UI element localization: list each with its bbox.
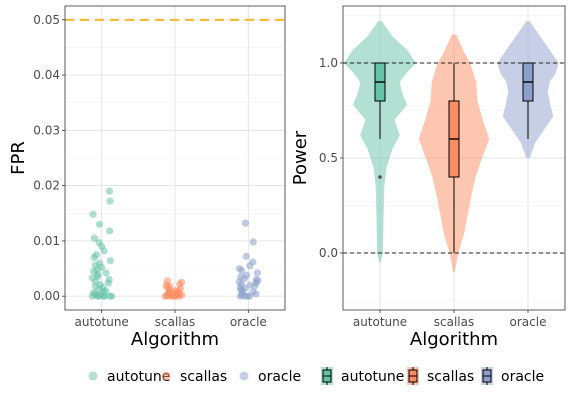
fpr-y-tick-label: 0.01 — [33, 234, 60, 248]
power-y-tick-label: 0.0 — [319, 246, 338, 260]
fpr-point-autotune — [106, 197, 114, 205]
fpr-y-tick-label: 0.04 — [33, 68, 60, 82]
fpr-y-tick-label: 0.03 — [33, 123, 60, 137]
fpr-point-oracle — [241, 292, 249, 300]
fpr-point-autotune — [90, 234, 99, 242]
fpr-point-scallas — [161, 292, 169, 300]
power-panel: 0.0 0.5 1.0 autotune scallas oracle Algorithm P… — [290, 5, 566, 350]
power-x-tick-label: autotune — [353, 315, 407, 329]
fpr-x-axis-title: Algorithm — [131, 329, 219, 350]
fpr-y-axis-title: FPR — [8, 141, 29, 175]
fpr-point-autotune — [89, 210, 97, 218]
legend-point-label-autotune: autotune — [107, 369, 170, 385]
fpr-point-autotune — [95, 220, 104, 228]
power-violin-autotune — [344, 21, 416, 263]
legend-point-key-oracle — [239, 371, 249, 381]
legend: autotune scallas oracle autotune scallas orac… — [88, 367, 544, 385]
legend-point-key-scallas — [161, 371, 171, 381]
fpr-y-tick-label: 0.02 — [33, 179, 60, 193]
legend-point-label-scallas: scallas — [180, 369, 227, 385]
fpr-point-oracle — [251, 282, 259, 290]
fpr-point-oracle — [246, 262, 254, 270]
power-x-tick-label: oracle — [510, 315, 547, 329]
fpr-x-tick-label: autotune — [75, 315, 129, 329]
fpr-point-oracle — [253, 269, 261, 277]
fpr-point-oracle — [241, 219, 250, 227]
power-x-tick-label: scallas — [434, 315, 474, 329]
fpr-x-tick-label: scallas — [155, 315, 195, 329]
fpr-panel: 0.00 0.01 0.02 0.03 0.04 0.05 autotune scallas o… — [8, 5, 286, 350]
fpr-point-autotune — [102, 269, 110, 277]
fpr-point-scallas — [170, 292, 178, 300]
legend-point-key-autotune — [88, 371, 98, 381]
fpr-point-autotune — [106, 227, 114, 235]
fpr-y-tick-label: 0.05 — [33, 13, 60, 27]
fpr-point-autotune — [90, 253, 98, 262]
fpr-point-oracle — [238, 267, 246, 275]
legend-box-label-scallas: scallas — [427, 369, 474, 385]
fpr-y-tick-label: 0.00 — [33, 289, 60, 303]
fpr-point-autotune — [105, 187, 114, 195]
fpr-point-oracle — [249, 238, 257, 246]
fpr-point-oracle — [240, 274, 248, 283]
power-x-axis-title: Algorithm — [410, 329, 498, 350]
fpr-point-autotune — [106, 257, 114, 265]
fpr-point-autotune — [93, 292, 101, 300]
legend-box-label-oracle: oracle — [501, 369, 544, 385]
fpr-point-autotune — [104, 279, 112, 287]
power-y-tick-label: 1.0 — [319, 56, 338, 70]
legend-box-label-autotune: autotune — [341, 369, 404, 385]
fpr-point-oracle — [252, 290, 260, 298]
fpr-point-oracle — [242, 252, 250, 260]
power-outlier-autotune — [378, 175, 382, 179]
fpr-point-autotune — [106, 292, 114, 300]
legend-point-label-oracle: oracle — [258, 369, 301, 385]
power-y-tick-label: 0.5 — [319, 151, 338, 165]
power-y-axis-title: Power — [290, 130, 311, 185]
fpr-point-autotune — [100, 247, 108, 255]
fpr-point-autotune — [100, 292, 108, 300]
fpr-x-tick-label: oracle — [230, 315, 267, 329]
